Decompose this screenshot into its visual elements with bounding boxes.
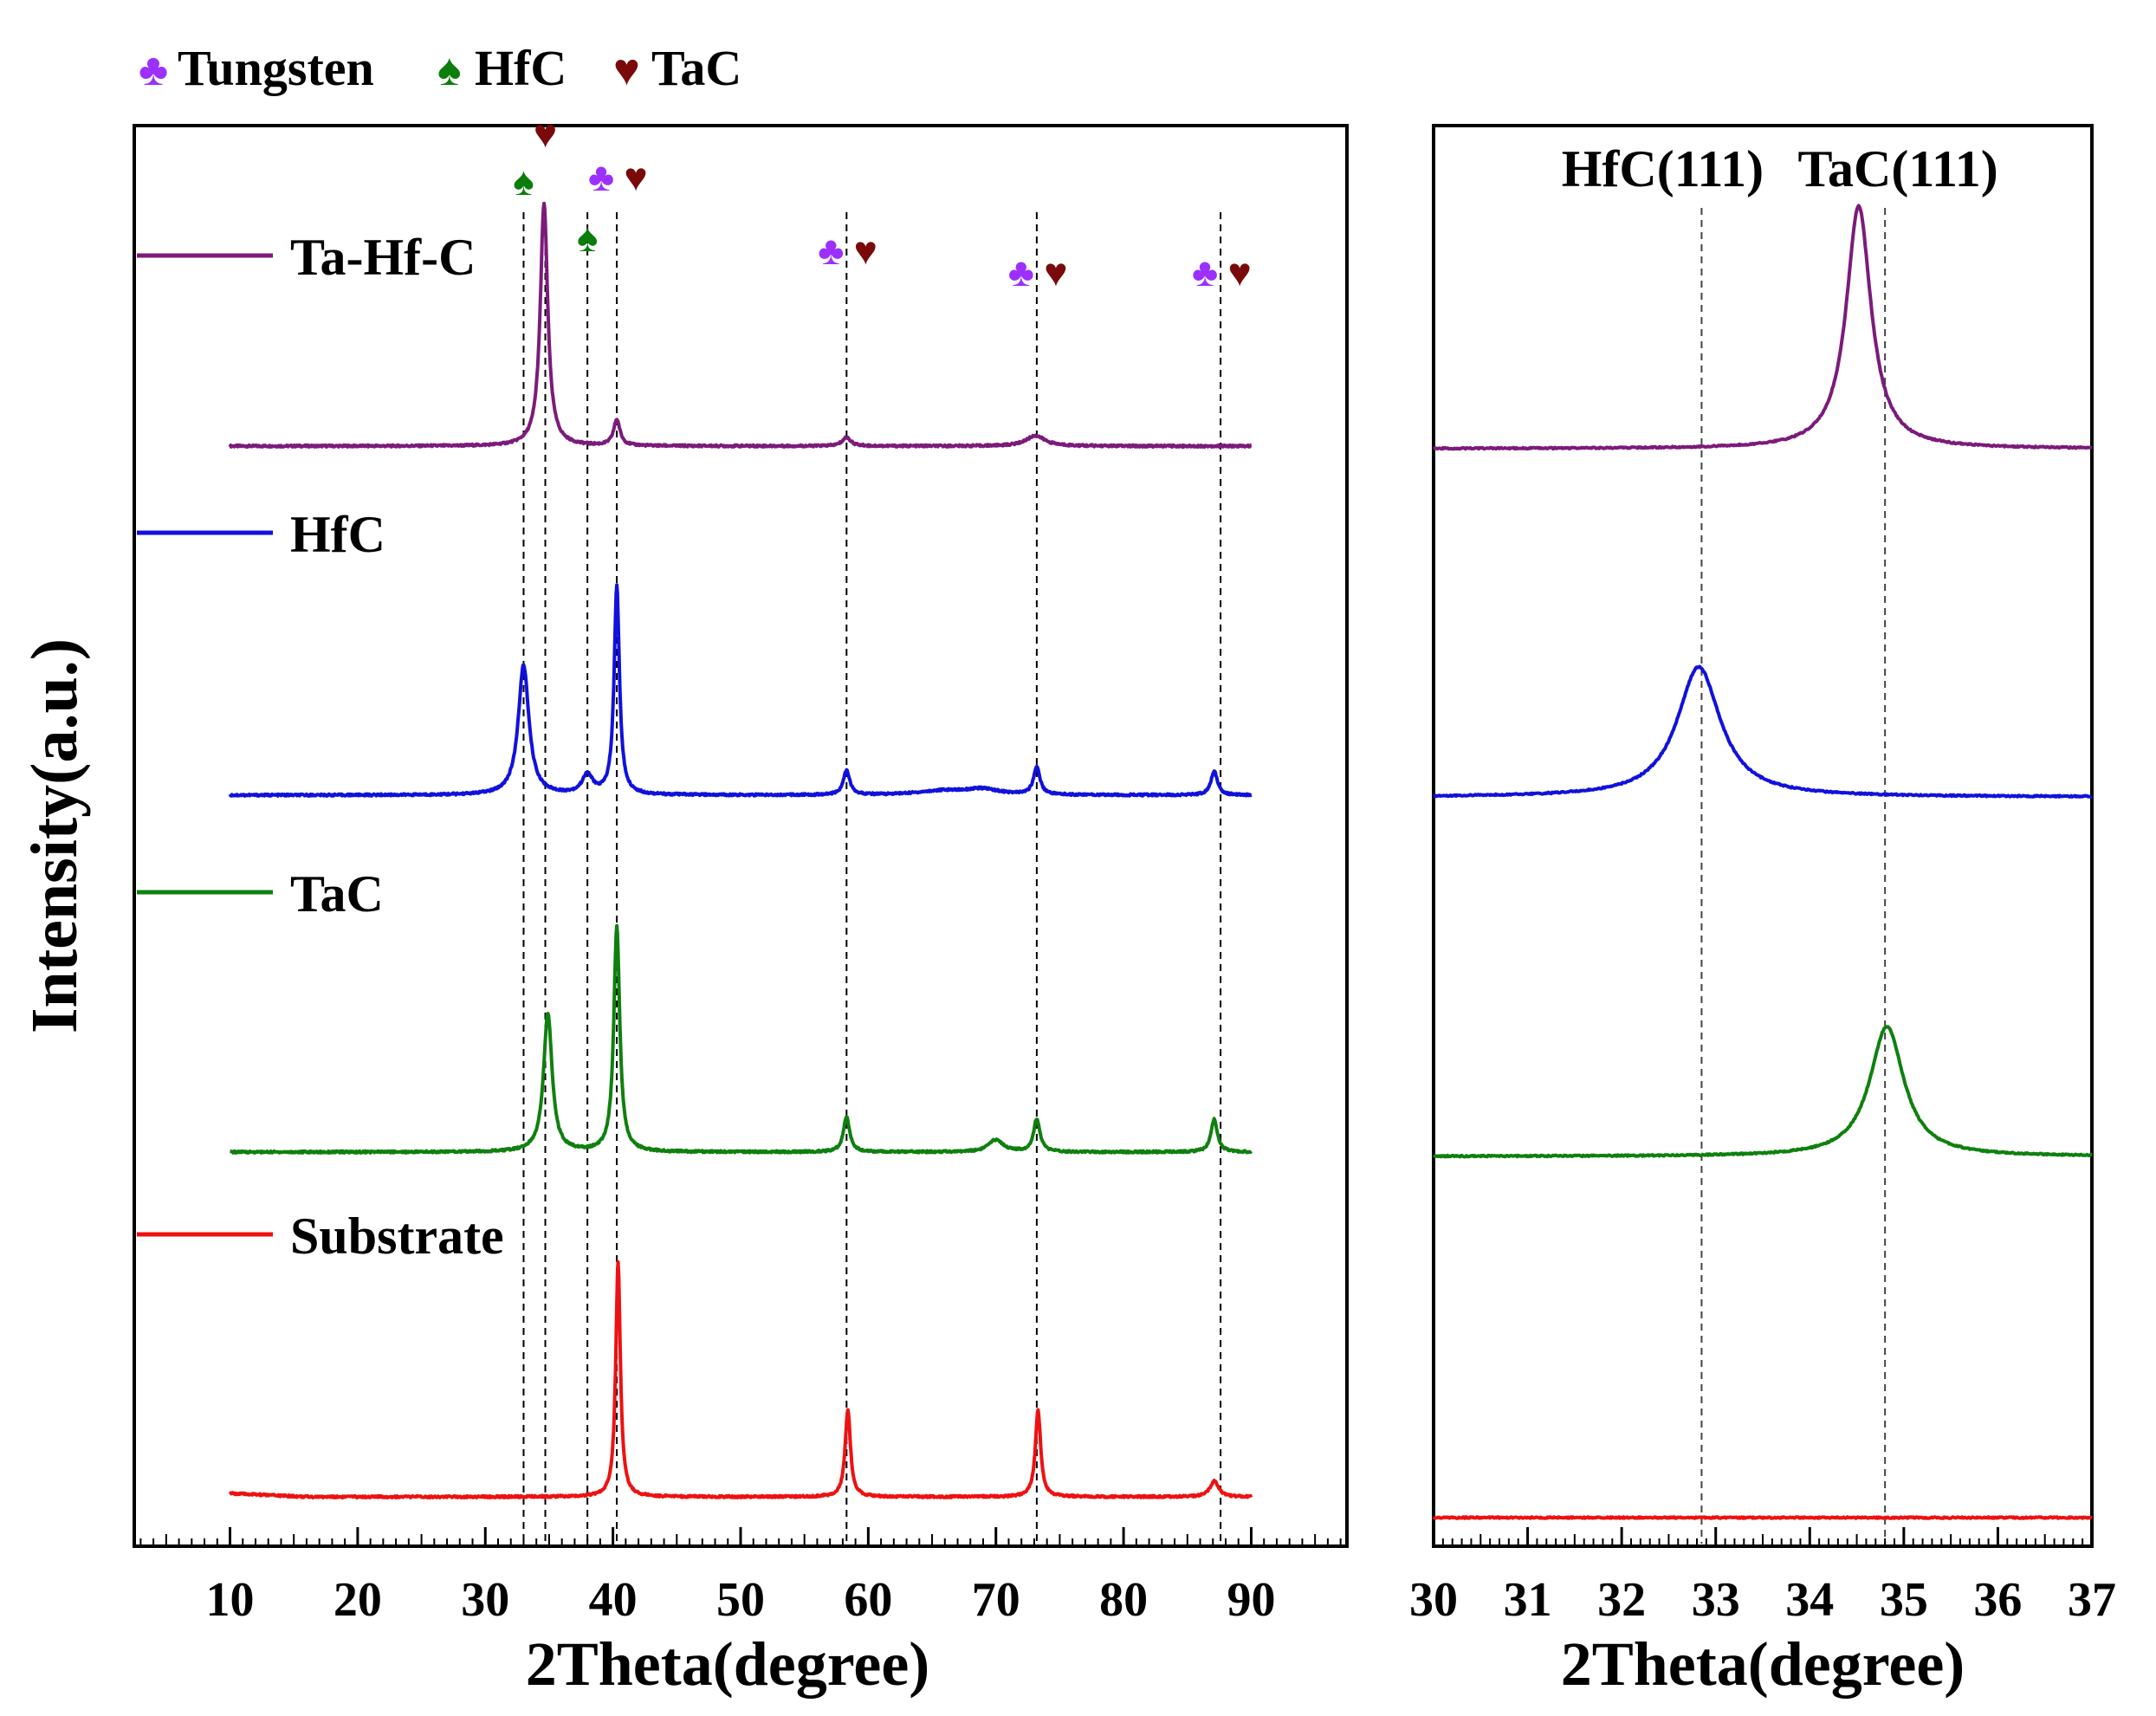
peak-marker-symbol: ♥ xyxy=(1044,250,1067,295)
series-line-ta-hf-c xyxy=(228,201,1253,449)
left-x-tick-label: 10 xyxy=(206,1573,255,1627)
right-x-tick-label: 32 xyxy=(1597,1573,1646,1627)
legend-label-tungsten: Tungsten xyxy=(178,40,374,96)
peak-marker-symbol: ♠ xyxy=(513,159,534,204)
peak-marker-symbol: ♠ xyxy=(577,216,598,260)
left-peak-markers: ♠♥♠♣ ♥♣ ♥ ♣ ♥ ♣ ♥ xyxy=(513,112,1252,295)
peak-marker-symbol: ♣ xyxy=(588,155,614,199)
series-line-substrate xyxy=(228,1259,1253,1499)
right-x-tick-label: 37 xyxy=(2068,1573,2116,1627)
left-x-tick-label: 40 xyxy=(589,1573,638,1627)
right-x-tick-label: 36 xyxy=(1973,1573,2022,1627)
left-plot-frame xyxy=(133,124,1349,1548)
peak-marker-symbol: ♥ xyxy=(624,155,647,199)
right-series-line-ta-hf-c xyxy=(1432,204,2093,451)
series-legend-label: HfC xyxy=(290,506,385,563)
right-reference-lines xyxy=(1700,208,1887,1544)
right-annotation-tac111: TaC(111) xyxy=(1798,140,1998,198)
left-reference-lines xyxy=(522,212,1222,1542)
legend-label-hfc: HfC xyxy=(475,40,567,96)
right-x-tick-label: 34 xyxy=(1785,1573,1834,1627)
right-series-line-tac xyxy=(1432,1025,2094,1159)
series-legend-label: Substrate xyxy=(290,1208,504,1265)
right-plot-frame xyxy=(1432,124,2094,1548)
right-x-tick-label: 35 xyxy=(1880,1573,1928,1627)
right-annotation-hfc111: HfC(111) xyxy=(1562,140,1764,198)
legend-symbol-tac: ♥ xyxy=(613,46,640,95)
right-series xyxy=(1432,204,2094,1520)
left-x-tick-label: 90 xyxy=(1227,1573,1275,1627)
left-x-tick-label: 30 xyxy=(461,1573,509,1627)
peak-marker-symbol: ♣ xyxy=(1008,250,1034,295)
left-x-tick-label: 80 xyxy=(1099,1573,1148,1627)
y-axis-label: Intensity(a.u.) xyxy=(18,638,91,1033)
right-x-tick-label: 31 xyxy=(1504,1573,1552,1627)
series-line-tac xyxy=(229,923,1253,1155)
right-series-line-hfc xyxy=(1433,664,2093,799)
peak-marker-symbol: ♥ xyxy=(534,112,557,156)
peak-marker-symbol: ♣ xyxy=(818,229,844,273)
series-line-hfc xyxy=(228,583,1253,798)
left-x-tick-label: 60 xyxy=(844,1573,892,1627)
legend-label-tac: TaC xyxy=(651,40,741,96)
right-x-axis-label: 2Theta(degree) xyxy=(1561,1629,1965,1699)
left-x-tick-label: 50 xyxy=(716,1573,765,1627)
peak-marker-symbol: ♥ xyxy=(1227,250,1251,295)
right-x-tick-label: 30 xyxy=(1409,1573,1458,1627)
series-legend: Ta-Hf-C HfC TaC Substrate xyxy=(137,229,504,1265)
left-x-tick-label: 70 xyxy=(972,1573,1020,1627)
legend-symbol-tungsten: ♣ xyxy=(139,46,168,95)
left-series xyxy=(228,201,1253,1499)
left-x-axis: 10 20 30 40 50 60 70 80 90 xyxy=(139,1527,1342,1627)
peak-marker-symbol: ♣ xyxy=(1192,250,1218,295)
right-x-axis: 30 31 32 33 34 35 36 37 xyxy=(1409,1527,2116,1627)
phase-legend: ♣ Tungsten ♠ HfC ♥ TaC xyxy=(139,40,741,96)
series-legend-label: Ta-Hf-C xyxy=(290,229,476,286)
series-legend-label: TaC xyxy=(290,865,384,923)
legend-symbol-hfc: ♠ xyxy=(437,46,462,95)
right-panel: 30 31 32 33 34 35 36 37 HfC(111) TaC(111) 2Thet… xyxy=(1409,124,2116,1699)
right-series-line-substrate xyxy=(1432,1515,2093,1520)
left-x-tick-label: 20 xyxy=(333,1573,382,1627)
right-x-tick-label: 33 xyxy=(1692,1573,1740,1627)
peak-marker-symbol: ♥ xyxy=(854,229,877,273)
left-x-axis-label: 2Theta(degree) xyxy=(526,1629,930,1699)
